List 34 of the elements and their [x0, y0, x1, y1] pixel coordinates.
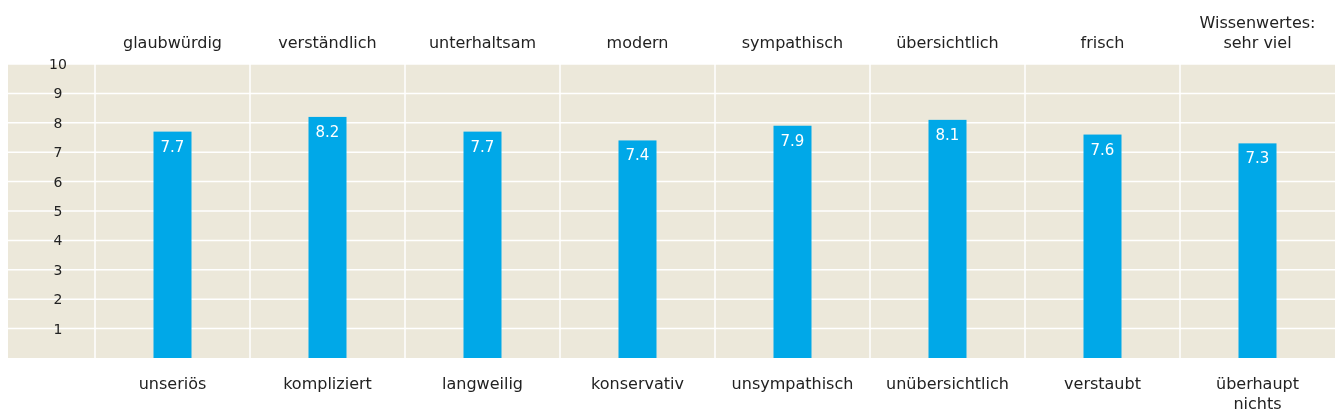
data-label: 8.2 [315, 122, 340, 141]
y-tick-label: 6 [53, 173, 63, 190]
y-tick-label: 5 [53, 203, 63, 219]
x-tick-label: glaubwürdig [123, 33, 222, 52]
y-tick-label: 7 [53, 144, 63, 161]
text: konservativ [591, 374, 684, 393]
text: langweilig [442, 374, 523, 393]
y-tick-label: 8 [53, 114, 63, 131]
x-tick-label: unterhaltsam [428, 33, 537, 52]
text: kompliziert [283, 374, 372, 393]
x-tick-label: Wissenwertes: sehr viel [1199, 13, 1316, 52]
text: unübersichtlich [886, 374, 1009, 393]
data-label: 7.4 [625, 146, 650, 165]
data-label: 8.1 [935, 125, 960, 144]
data-label: 7.3 [1245, 149, 1270, 168]
x-tick-label: frisch [1080, 33, 1125, 52]
text: unsympathisch [731, 374, 854, 393]
text: unseriös [138, 374, 207, 393]
y-tick-label: 10 [49, 56, 67, 72]
data-label: 7.7 [470, 137, 495, 156]
x-tick-label: übersichtlich [896, 33, 999, 52]
data-label: 7.7 [160, 137, 185, 156]
y-tick-label: 3 [53, 261, 63, 278]
text: verstaubt [1064, 374, 1141, 393]
text: überhaupt nichts [1216, 374, 1299, 413]
y-tick-label: 9 [53, 85, 63, 102]
y-tick-label: 4 [53, 232, 63, 249]
y-tick-label: 1 [53, 320, 63, 337]
data-label: 7.6 [1090, 140, 1115, 159]
x-tick-label: modern [606, 33, 669, 52]
x-tick-label: verständlich [278, 33, 377, 52]
x-tick-label: sympathisch [741, 33, 844, 52]
data-label: 7.9 [780, 131, 805, 150]
y-tick-label: 2 [53, 291, 63, 308]
